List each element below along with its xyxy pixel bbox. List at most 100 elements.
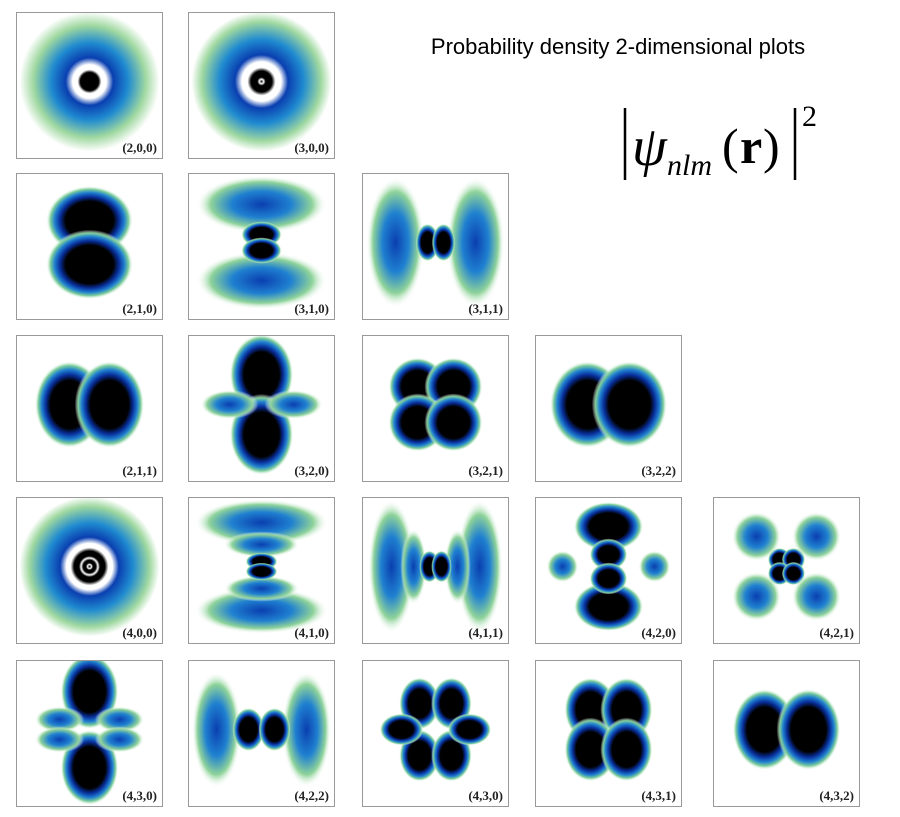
panel-label: (3,0,0) — [294, 140, 329, 155]
lobe — [34, 726, 85, 753]
panel-border — [188, 335, 335, 482]
lobe — [281, 671, 332, 788]
orbital-plot — [34, 361, 145, 448]
orbital-plot — [731, 511, 842, 622]
orbital-panel: (2,1,1) — [16, 335, 163, 482]
lobe — [600, 717, 653, 782]
orbital-panel: (3,2,1) — [362, 335, 509, 482]
lobe — [791, 511, 842, 562]
lobe — [444, 528, 471, 605]
paren: ( — [722, 118, 739, 174]
panel-border — [362, 497, 509, 644]
lobe — [415, 223, 440, 262]
panel-label: (3,1,0) — [294, 301, 329, 316]
lobe — [191, 671, 242, 788]
lobe — [196, 175, 327, 234]
panel-border — [188, 173, 335, 320]
orbital-panel: (4,3,1) — [535, 660, 682, 807]
lobe — [589, 562, 628, 595]
panel-border — [362, 660, 509, 807]
orbital-plot — [194, 499, 329, 634]
lobe — [431, 550, 452, 583]
lobe — [776, 688, 841, 771]
orbital-panel: (4,2,2) — [188, 660, 335, 807]
lobe — [194, 499, 329, 546]
panel-border — [535, 660, 682, 807]
lobe — [732, 688, 797, 771]
lobe — [94, 706, 145, 733]
radial-density — [191, 12, 332, 152]
orbital-plot — [191, 671, 332, 788]
lobe — [424, 393, 483, 452]
radial-density — [19, 497, 160, 637]
orbital-plot — [379, 677, 492, 782]
orbital-panel: (3,2,0) — [188, 335, 335, 482]
orbital-plot — [549, 361, 668, 448]
orbital-panel: (4,3,0) — [16, 660, 163, 807]
panel-border — [188, 497, 335, 644]
orbital-plot — [34, 660, 145, 806]
lobe — [223, 531, 300, 558]
lobe — [74, 361, 145, 448]
title: Probability density 2-dimensional plots — [431, 34, 805, 59]
panel-border — [713, 497, 860, 644]
orbital-panel: (4,1,0) — [188, 497, 335, 644]
panel-border — [16, 12, 163, 159]
panel-label: (2,1,1) — [122, 463, 157, 478]
panel-border — [16, 497, 163, 644]
panel-label: (4,2,2) — [294, 788, 329, 803]
panel-border — [713, 660, 860, 807]
lobe — [264, 390, 323, 419]
orbital-plot — [191, 12, 332, 152]
lobe — [573, 581, 644, 632]
lobe — [731, 571, 782, 622]
panel-border — [535, 497, 682, 644]
lobe — [194, 587, 329, 634]
lobe — [638, 550, 671, 583]
panel-border — [188, 12, 335, 159]
lobe — [589, 538, 628, 571]
lobe — [258, 707, 291, 752]
radial-density — [19, 12, 160, 152]
lobe — [731, 511, 782, 562]
panel-border — [535, 335, 682, 482]
panel-border — [16, 335, 163, 482]
panel-label: (4,0,0) — [122, 625, 157, 640]
orbital-panel: (3,1,1) — [362, 173, 509, 320]
orbital-panel: (3,0,0) — [188, 12, 335, 159]
lobe — [46, 229, 133, 300]
orbital-panel: (2,0,0) — [16, 12, 163, 159]
orbital-plot — [19, 12, 160, 152]
orbital-plot — [366, 177, 505, 308]
lobe — [546, 550, 579, 583]
subscript: nlm — [667, 149, 712, 182]
lobe — [791, 571, 842, 622]
orbital-panel: (4,3,0) — [362, 660, 509, 807]
orbital-plot — [200, 335, 323, 476]
argument: r — [740, 118, 762, 174]
lobe — [379, 713, 424, 746]
panel-label: (2,0,0) — [122, 140, 157, 155]
panel-label: (4,1,1) — [468, 625, 503, 640]
orbital-panel: (4,2,0) — [535, 497, 682, 644]
lobe — [245, 562, 278, 581]
lobe — [366, 177, 425, 308]
panel-label: (4,3,1) — [641, 788, 676, 803]
lobe — [456, 499, 503, 634]
orbital-panel: (4,2,1) — [713, 497, 860, 644]
panel-label: (4,2,0) — [641, 625, 676, 640]
orbital-plot — [368, 499, 503, 634]
lobe — [591, 361, 668, 448]
lobe — [564, 717, 617, 782]
orbital-panel: (2,1,0) — [16, 173, 163, 320]
lobe — [447, 713, 492, 746]
panel-label: (2,1,0) — [122, 301, 157, 316]
psi: ψ — [632, 116, 668, 178]
panel-label: (4,1,0) — [294, 625, 329, 640]
orbital-panel: (3,2,2) — [535, 335, 682, 482]
panel-border — [16, 173, 163, 320]
orbital-plot — [19, 497, 160, 637]
orbital-plot — [546, 501, 671, 632]
panel-label: (4,3,2) — [819, 788, 854, 803]
